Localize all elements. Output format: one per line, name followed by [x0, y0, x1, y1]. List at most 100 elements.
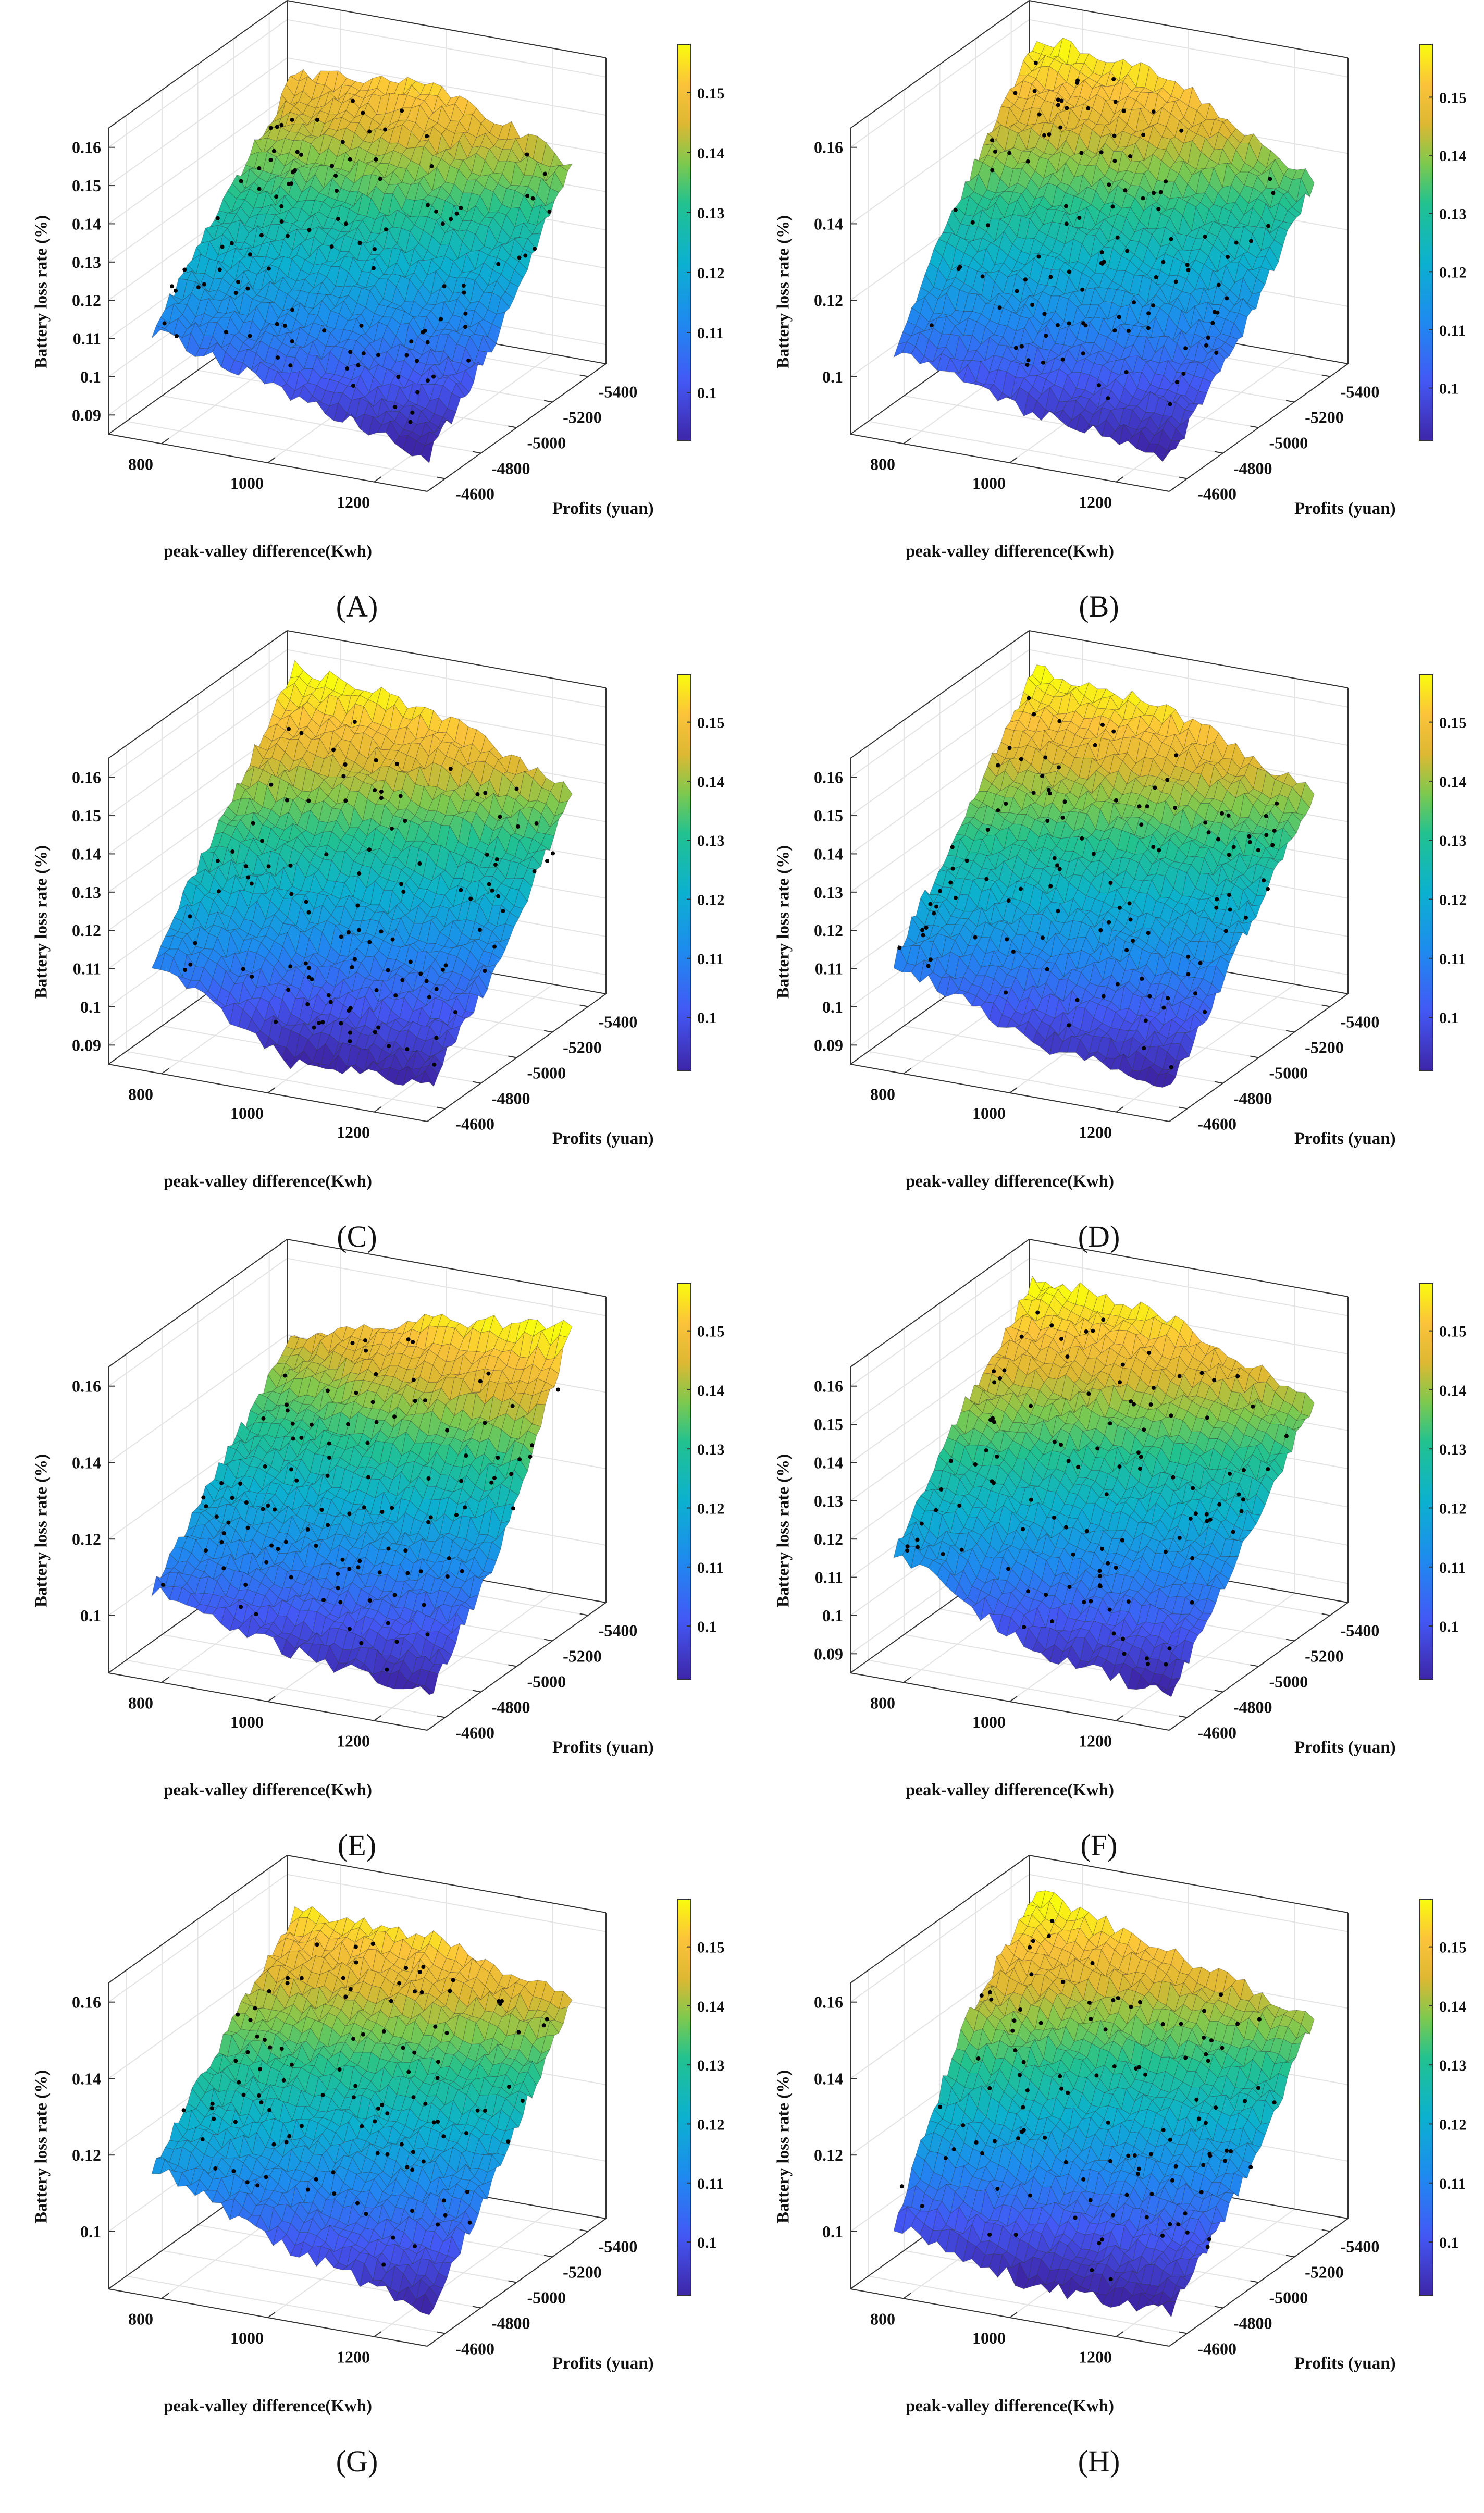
- z-tick-label: 0.13: [72, 883, 101, 902]
- sample-point: [1183, 346, 1188, 351]
- sample-point: [516, 824, 520, 829]
- surface-patch: [1193, 391, 1207, 405]
- y-tick-label: -5000: [1269, 1064, 1308, 1082]
- sample-point: [1057, 719, 1062, 723]
- sample-point: [320, 1020, 325, 1025]
- sample-point: [483, 969, 487, 973]
- sample-point: [424, 979, 429, 983]
- sample-point: [1097, 383, 1101, 388]
- sample-point: [1058, 125, 1063, 130]
- sample-point: [317, 1020, 321, 1025]
- sample-point: [1060, 357, 1065, 362]
- sample-point: [359, 323, 364, 328]
- y-tick-label: -4800: [491, 1089, 530, 1108]
- z-tick-label: 0.09: [72, 1036, 101, 1054]
- sample-point: [1040, 935, 1045, 940]
- y-tick-label: -5200: [563, 408, 602, 427]
- colorbar: [677, 44, 691, 441]
- sample-point: [1093, 743, 1097, 747]
- sample-point: [410, 410, 415, 415]
- sample-point: [233, 291, 238, 295]
- sample-point: [285, 798, 289, 803]
- sample-point: [514, 786, 519, 791]
- sample-point: [415, 359, 419, 363]
- sample-points: [929, 60, 1276, 406]
- sample-point: [379, 790, 384, 794]
- sample-point: [547, 210, 552, 214]
- sample-point: [980, 274, 985, 279]
- y-tick-label: -5200: [1305, 408, 1344, 427]
- sample-point: [303, 961, 308, 966]
- sample-point: [249, 881, 254, 886]
- sample-point: [299, 152, 303, 157]
- sample-point: [333, 174, 338, 178]
- sample-point: [1032, 712, 1036, 717]
- y-tick-label: -4800: [1233, 459, 1272, 478]
- sample-point: [1077, 216, 1082, 220]
- sample-point: [1117, 905, 1122, 910]
- sample-point: [525, 193, 530, 198]
- sample-point: [343, 762, 348, 767]
- sample-point: [373, 788, 377, 793]
- sample-point: [299, 731, 304, 735]
- sample-point: [1057, 765, 1061, 770]
- sample-point: [279, 204, 284, 208]
- sample-point: [295, 150, 300, 154]
- sample-point: [493, 863, 498, 867]
- sample-point: [1173, 806, 1178, 810]
- sample-point: [220, 244, 225, 249]
- surface-patch: [1197, 378, 1212, 393]
- sample-point: [543, 171, 547, 176]
- sample-point: [494, 857, 499, 862]
- sample-point: [425, 203, 430, 207]
- sample-point: [417, 861, 422, 866]
- sample-point: [1027, 696, 1031, 700]
- sample-point: [425, 378, 430, 383]
- sample-point: [996, 763, 1000, 768]
- y-tick-label: -5000: [1269, 434, 1308, 452]
- sample-point: [268, 126, 273, 130]
- sample-point: [400, 978, 405, 982]
- sample-point: [304, 900, 308, 904]
- sample-point: [1146, 931, 1151, 935]
- sample-point: [490, 888, 494, 893]
- x-tick-label: 800: [128, 454, 153, 473]
- x-axis-label: peak-valley difference(Kwh): [906, 1172, 1114, 1191]
- sample-point: [193, 941, 197, 945]
- sample-point: [343, 221, 348, 226]
- x-tick: [267, 1087, 276, 1093]
- sample-point: [274, 194, 279, 199]
- sample-point: [1045, 819, 1050, 823]
- sample-point: [260, 839, 264, 843]
- sample-point: [440, 221, 445, 226]
- sample-point: [950, 866, 955, 871]
- sample-point: [1062, 799, 1067, 804]
- sample-point: [348, 1006, 353, 1011]
- sample-point: [1215, 897, 1219, 902]
- x-axis-label: peak-valley difference(Kwh): [164, 542, 372, 561]
- chart-panel: 0.09 0.1 0.11 0.12 0.13 0.14 0.15 0.16 800 1000 12…: [0, 0, 742, 623]
- sample-point: [1247, 840, 1252, 844]
- sample-point: [174, 288, 178, 293]
- sample-point: [322, 328, 327, 333]
- sample-point: [403, 819, 407, 823]
- sample-point: [367, 129, 372, 134]
- sample-point: [487, 882, 491, 886]
- sample-point: [496, 894, 501, 898]
- sample-point: [1121, 108, 1126, 113]
- sample-point: [985, 828, 990, 832]
- sample-point: [367, 940, 372, 944]
- sample-point: [1032, 89, 1037, 93]
- y-axis-label: Profits (yuan): [1294, 1129, 1396, 1148]
- sample-point: [251, 821, 255, 826]
- z-tick-label: 0.14: [814, 214, 843, 233]
- sample-point: [1079, 151, 1084, 155]
- sample-point: [1055, 323, 1060, 327]
- sample-point: [389, 826, 394, 831]
- sample-point: [275, 125, 279, 129]
- sample-point: [257, 166, 262, 170]
- sample-point: [328, 1000, 333, 1004]
- surface-mesh: [151, 1313, 573, 1695]
- sample-point: [985, 223, 990, 228]
- sample-point: [532, 869, 537, 873]
